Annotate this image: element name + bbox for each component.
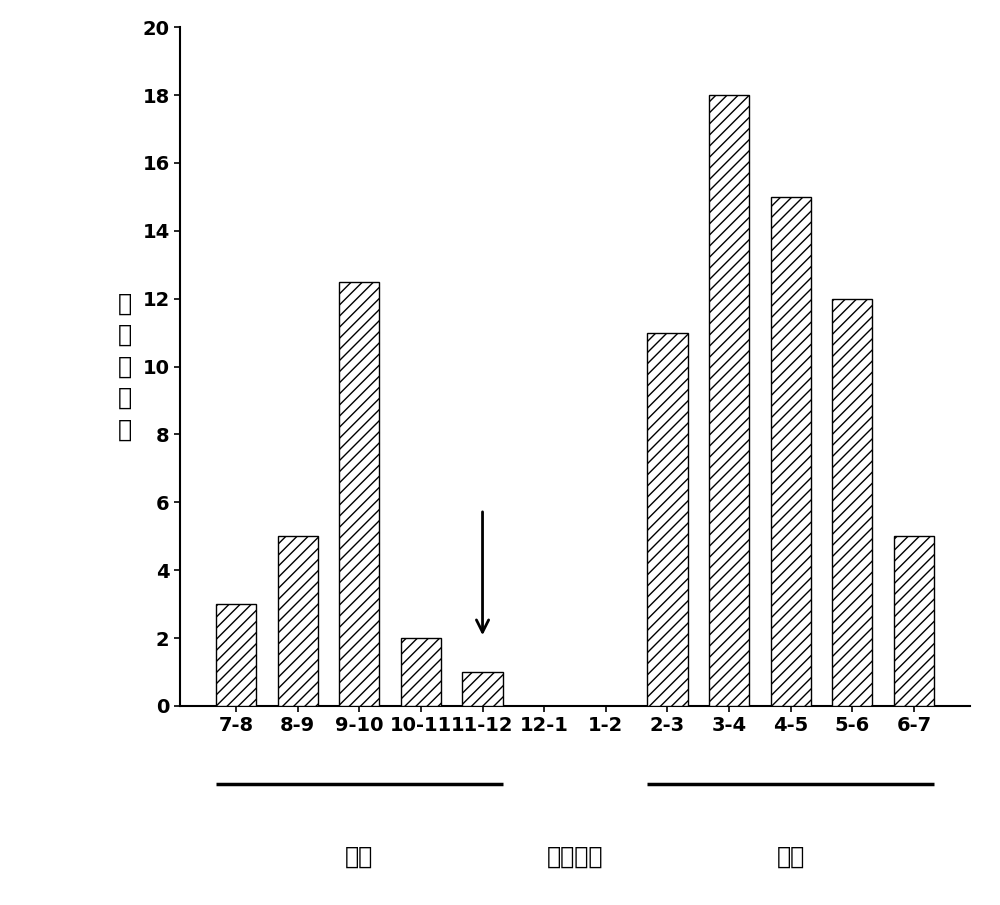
Text: 上午: 上午	[777, 845, 805, 869]
Bar	[278, 536, 318, 706]
Bar	[647, 333, 688, 706]
Bar	[771, 196, 811, 706]
Bar	[401, 638, 441, 706]
Bar	[339, 281, 379, 706]
Bar	[462, 672, 503, 706]
Text: 下午: 下午	[345, 845, 373, 869]
Bar	[216, 605, 256, 706]
Bar	[709, 95, 749, 706]
Text: 采集时间: 采集时间	[547, 845, 603, 869]
Text: 每
小
时
收
缩: 每 小 时 收 缩	[118, 291, 132, 442]
Bar	[894, 536, 934, 706]
Bar	[832, 299, 872, 706]
